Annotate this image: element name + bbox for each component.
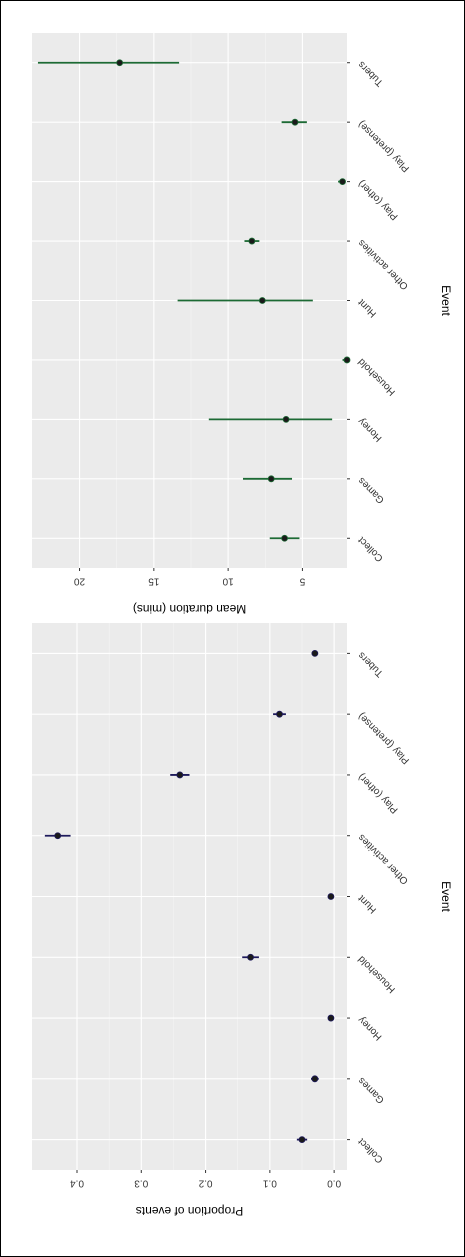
data-point xyxy=(339,178,346,186)
category-label: Play (other) xyxy=(356,771,400,815)
category-label: Household xyxy=(356,953,398,995)
data-point xyxy=(327,893,335,900)
category-label: Collect xyxy=(356,1135,386,1165)
category-label: Games xyxy=(356,475,387,506)
data-point xyxy=(311,649,319,657)
data-point xyxy=(311,1075,319,1083)
data-point xyxy=(176,771,184,779)
category-label: Tubers xyxy=(356,59,386,89)
category-label: Hunt xyxy=(356,892,379,915)
value-tick-label: 15 xyxy=(148,575,160,586)
category-label: Play (pretense) xyxy=(356,710,412,766)
data-point xyxy=(343,356,351,364)
data-point xyxy=(298,1136,306,1144)
value-tick-label: 10 xyxy=(222,575,234,586)
category-label: Collect xyxy=(356,534,386,564)
value-tick-label: 0.1 xyxy=(262,1177,276,1188)
value-tick-label: 0.3 xyxy=(134,1177,148,1188)
category-label: Tubers xyxy=(356,649,386,679)
data-point xyxy=(248,237,256,245)
data-point xyxy=(267,475,275,483)
category-label: Honey xyxy=(356,415,384,443)
value-axis-title: Proportion of events xyxy=(136,1204,243,1218)
value-tick-label: 0.4 xyxy=(70,1177,84,1188)
data-point xyxy=(247,953,254,961)
category-label: Other activities xyxy=(356,237,411,292)
chart-panel-duration: 5 10 15 20 Collect Games Honey Household Hunt Oth… xyxy=(32,33,453,616)
category-label: Hunt xyxy=(356,296,379,319)
data-point xyxy=(54,832,62,840)
data-point xyxy=(327,1014,335,1022)
data-point xyxy=(282,415,290,423)
category-axis-title: Event xyxy=(439,285,453,316)
data-point xyxy=(258,297,266,304)
value-tick-label: 5 xyxy=(299,575,305,586)
category-label: Other activities xyxy=(356,832,411,887)
category-label: Games xyxy=(356,1075,387,1106)
value-axis-title: Mean duration (mins) xyxy=(133,602,246,616)
data-point xyxy=(291,118,299,126)
category-label: Household xyxy=(356,356,398,398)
category-label: Play (other) xyxy=(356,178,400,222)
value-tick-label: 0.2 xyxy=(198,1177,212,1188)
data-point xyxy=(276,710,283,718)
category-label: Honey xyxy=(356,1014,384,1042)
category-axis-title: Event xyxy=(439,881,453,912)
value-tick-label: 20 xyxy=(74,575,86,586)
value-tick-label: 0.0 xyxy=(327,1177,341,1188)
category-label: Play (pretense) xyxy=(356,118,412,174)
data-point xyxy=(281,534,288,542)
chart-panel-proportion: 0.0 0.1 0.2 0.3 0.4 Collect Games Honey Househol… xyxy=(32,623,453,1218)
data-point xyxy=(116,59,124,67)
